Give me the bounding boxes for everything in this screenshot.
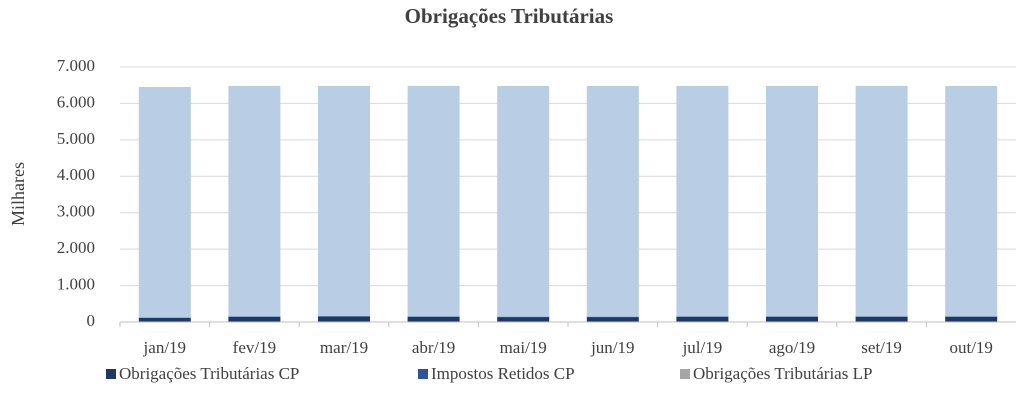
legend-swatch [418,369,428,379]
bar-segment [586,317,639,322]
bar-segment [676,85,729,317]
x-tick-label: jun/19 [590,338,634,357]
bar-segment [138,87,191,318]
x-tick-label: mar/19 [320,338,368,357]
bar-segment [497,85,550,317]
chart-title: Obrigações Tributárias [405,4,614,28]
x-tick-label: jan/19 [143,338,187,357]
x-tick-label: mai/19 [500,338,547,357]
bar-segment [318,85,370,317]
y-tick-label: 6.000 [57,92,95,111]
x-tick-label: abr/19 [412,338,455,357]
bar-segment [138,317,191,322]
legend-swatch [106,369,116,379]
y-tick-label: 7.000 [57,56,95,75]
y-tick-label: 3.000 [57,202,95,221]
bar-segment [228,316,281,322]
bar-segment [855,85,908,317]
x-tick-label: set/19 [861,338,902,357]
legend-label: Obrigações Tributárias LP [693,364,872,383]
bar-segment [407,316,460,322]
x-tick-label: fev/19 [233,338,276,357]
bar-segment [766,85,818,317]
bar-segment [945,316,998,322]
bar-segment [407,85,460,317]
bar-segment [766,316,818,322]
y-tick-label: 1.000 [57,274,95,293]
y-tick-label: 4.000 [57,165,95,184]
bar-segment [855,316,908,322]
legend-label: Obrigações Tributárias CP [119,364,299,383]
bar-segment [497,317,550,322]
legend-swatch [680,369,690,379]
x-tick-label: jul/19 [682,338,723,357]
y-tick-label: 2.000 [57,238,95,257]
bar-segment [228,85,281,317]
x-tick-label: out/19 [949,338,992,357]
bar-segment [676,316,729,322]
legend-label: Impostos Retidos CP [431,364,575,383]
x-tick-label: ago/19 [769,338,815,357]
y-tick-label: 0 [87,311,96,330]
bar-segment [945,85,998,317]
bar-segment [318,316,370,322]
y-tick-label: 5.000 [57,129,95,148]
y-axis-label: Milhares [8,162,28,226]
bar-segment [586,85,639,317]
